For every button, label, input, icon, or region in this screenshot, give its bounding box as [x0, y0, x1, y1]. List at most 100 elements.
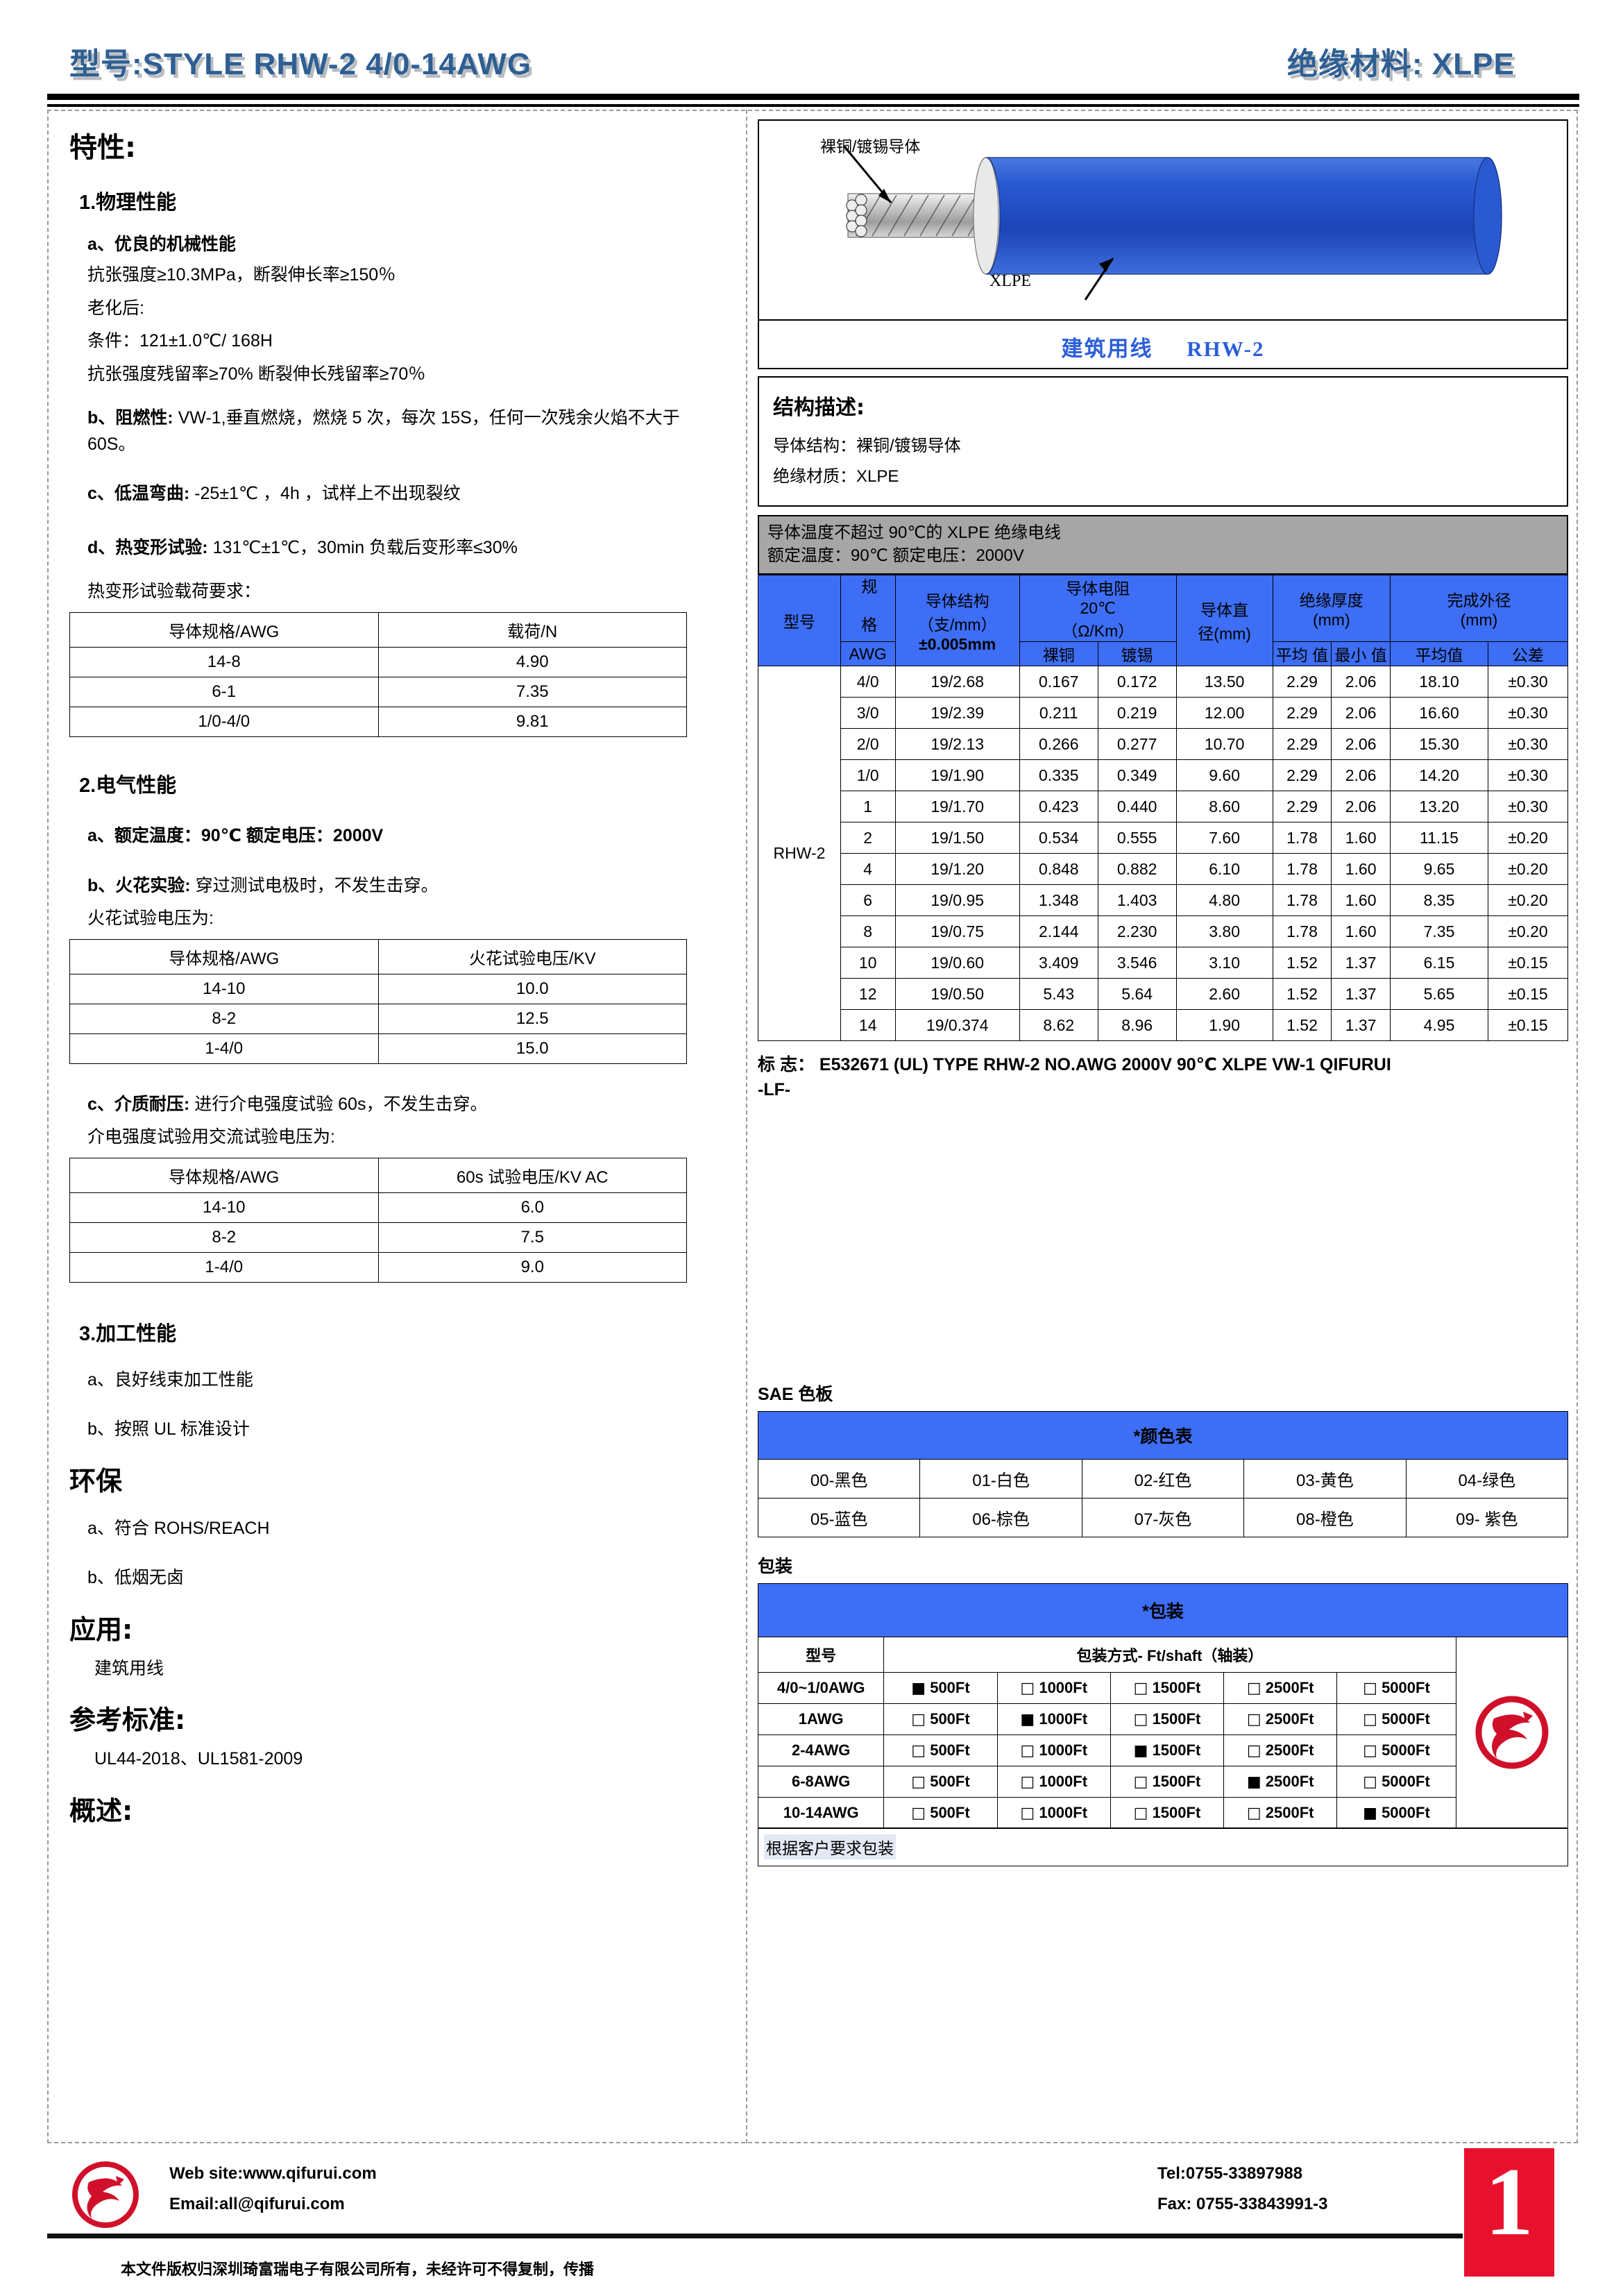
spec-cell-r6c3: 0.882 [1097, 853, 1177, 886]
checkbox-checked-icon[interactable]: ■ [1133, 1741, 1148, 1759]
packaging-option-r3c1[interactable]: □ 1000Ft [996, 1765, 1111, 1798]
spec-h-thick-l1: 绝缘厚度 [1299, 591, 1363, 610]
spec-cell-r9c7: 6.15 [1389, 947, 1489, 979]
packaging-option-r0c0[interactable]: ■ 500Ft [883, 1671, 998, 1704]
checkbox-checked-icon[interactable]: ■ [1246, 1773, 1261, 1791]
packaging-option-r0c3[interactable]: □ 2500Ft [1223, 1671, 1338, 1704]
packaging-model-3: 6-8AWG [757, 1765, 885, 1798]
packaging-option-r3c4[interactable]: □ 5000Ft [1336, 1765, 1456, 1798]
checkbox-unchecked-icon[interactable]: □ [1133, 1710, 1148, 1728]
checkbox-checked-icon[interactable]: ■ [911, 1679, 926, 1697]
packaging-option-r2c4[interactable]: □ 5000Ft [1336, 1734, 1456, 1766]
checkbox-unchecked-icon[interactable]: □ [1020, 1804, 1035, 1822]
checkbox-unchecked-icon[interactable]: □ [1133, 1804, 1148, 1822]
packaging-option-r3c2[interactable]: □ 1500Ft [1110, 1765, 1225, 1798]
reference-value: UL44-2018、UL1581-2009 [94, 1749, 303, 1769]
packaging-option-label: 2500Ft [1265, 1741, 1314, 1759]
footer-rule [47, 2234, 1463, 2238]
checkbox-unchecked-icon[interactable]: □ [1020, 1741, 1035, 1759]
spec-cell-r6c1: 19/1.20 [894, 853, 1020, 886]
spec-h-diameter: 导体直 径(mm) [1175, 575, 1273, 667]
checkbox-checked-icon[interactable]: ■ [1363, 1804, 1377, 1822]
sae-table-title: *颜色表 [758, 1410, 1568, 1460]
packaging-option-label: 1000Ft [1039, 1741, 1088, 1759]
packaging-option-r4c4[interactable]: ■ 5000Ft [1336, 1796, 1456, 1829]
spec-cell-r4c6: 2.06 [1331, 791, 1391, 823]
packaging-option-r4c3[interactable]: □ 2500Ft [1223, 1796, 1338, 1829]
section-reference-title: 参考标准: [69, 1705, 186, 1735]
table-row: 1/0-4/0 9.81 [69, 706, 687, 737]
spec-h-res-l3: （Ω/Km） [1062, 622, 1135, 641]
checkbox-unchecked-icon[interactable]: □ [1246, 1679, 1261, 1697]
checkbox-unchecked-icon[interactable]: □ [1363, 1679, 1377, 1697]
spec-cell-r1c3: 0.219 [1097, 697, 1177, 729]
packaging-option-r1c1[interactable]: ■ 1000Ft [996, 1703, 1111, 1735]
packaging-option-r4c1[interactable]: □ 1000Ft [996, 1796, 1111, 1829]
checkbox-unchecked-icon[interactable]: □ [911, 1741, 926, 1759]
packaging-option-r0c2[interactable]: □ 1500Ft [1110, 1671, 1225, 1704]
spec-cell-r3c6: 2.06 [1331, 759, 1391, 792]
packaging-option-r2c2[interactable]: ■ 1500Ft [1110, 1734, 1225, 1766]
spark-table-caption: 火花试验电压为: [87, 909, 214, 928]
table-row: 型号 规 格 导体结构 （支/mm） ±0.005mm 导体电阻 20℃ （Ω/… [758, 575, 1569, 667]
footer-website[interactable]: Web site:www.qifurui.com [169, 2164, 377, 2183]
spec-cell-r0c6: 2.06 [1331, 666, 1391, 698]
spec-cell-r0c3: 0.172 [1097, 666, 1177, 698]
spec-cell-r7c0: 6 [840, 884, 896, 917]
packaging-option-r2c0[interactable]: □ 500Ft [883, 1734, 998, 1766]
spec-cell-r11c8: ±0.15 [1488, 1009, 1568, 1042]
packaging-option-r1c0[interactable]: □ 500Ft [883, 1703, 998, 1735]
heat-r2c0: 1/0-4/0 [69, 706, 379, 737]
application-value: 建筑用线 [94, 1658, 164, 1678]
packaging-option-r2c3[interactable]: □ 2500Ft [1223, 1734, 1338, 1766]
sae-color-table: *颜色表 00-黑色 01-白色 02-红色 03-黄色 04-绿色 05-蓝色… [757, 1410, 1569, 1537]
checkbox-unchecked-icon[interactable]: □ [911, 1804, 926, 1822]
structure-insulation: 绝缘材质：XLPE [773, 467, 899, 486]
checkbox-unchecked-icon[interactable]: □ [1133, 1773, 1148, 1791]
physical-d: d、热变形试验: 131℃±1℃，30min 负载后变形率≤30% [87, 535, 729, 562]
checkbox-unchecked-icon[interactable]: □ [1246, 1741, 1261, 1759]
structure-conductor: 导体结构：裸铜/镀锡导体 [773, 437, 961, 455]
packaging-option-r4c0[interactable]: □ 500Ft [883, 1796, 998, 1829]
spec-cell-r10c3: 5.64 [1097, 978, 1177, 1011]
packaging-option-label: 500Ft [930, 1741, 970, 1759]
spec-cell-r2c3: 0.277 [1097, 728, 1177, 761]
packaging-option-r3c3[interactable]: ■ 2500Ft [1223, 1765, 1338, 1798]
footer-email[interactable]: Email:all@qifurui.com [169, 2195, 345, 2213]
packaging-note-table: 根据客户要求包装 [758, 1827, 1568, 1866]
packaging-option-r2c1[interactable]: □ 1000Ft [996, 1734, 1111, 1766]
packaging-option-r1c2[interactable]: □ 1500Ft [1110, 1703, 1225, 1735]
checkbox-unchecked-icon[interactable]: □ [1020, 1679, 1035, 1697]
checkbox-unchecked-icon[interactable]: □ [1246, 1710, 1261, 1728]
packaging-option-r4c2[interactable]: □ 1500Ft [1110, 1796, 1225, 1829]
checkbox-unchecked-icon[interactable]: □ [1246, 1804, 1261, 1822]
table-row: 05-蓝色 06-棕色 07-灰色 08-橙色 09- 紫色 [757, 1497, 1569, 1537]
spec-cell-r10c7: 5.65 [1389, 978, 1489, 1011]
packaging-option-r0c4[interactable]: □ 5000Ft [1336, 1671, 1456, 1704]
packaging-option-r1c3[interactable]: □ 2500Ft [1223, 1703, 1338, 1735]
spec-h-od-l2: (mm) [1460, 611, 1498, 630]
checkbox-unchecked-icon[interactable]: □ [1363, 1773, 1377, 1791]
spec-cell-r0c5: 2.29 [1272, 666, 1332, 698]
diel-r1c0: 8-2 [69, 1222, 379, 1253]
physical-a-line1: 抗张强度≥10.3MPa，断裂伸长率≥150％ [87, 265, 396, 285]
table-row: 14-8 4.90 [69, 646, 687, 677]
section-processing-title: 3.加工性能 [79, 1322, 177, 1345]
checkbox-unchecked-icon[interactable]: □ [911, 1710, 926, 1728]
checkbox-unchecked-icon[interactable]: □ [1363, 1710, 1377, 1728]
checkbox-checked-icon[interactable]: ■ [1020, 1710, 1035, 1728]
packaging-option-r0c1[interactable]: □ 1000Ft [996, 1671, 1111, 1704]
checkbox-unchecked-icon[interactable]: □ [1133, 1679, 1148, 1697]
spark-h2: 火花试验电压/KV [377, 938, 687, 974]
marking-line2: -LF- [758, 1080, 791, 1100]
checkbox-unchecked-icon[interactable]: □ [911, 1773, 926, 1791]
checkbox-unchecked-icon[interactable]: □ [1363, 1741, 1377, 1759]
checkbox-unchecked-icon[interactable]: □ [1020, 1773, 1035, 1791]
spec-cell-r3c8: ±0.30 [1488, 759, 1568, 792]
environment-b: b、低烟无卤 [87, 1568, 184, 1587]
packaging-option-r1c4[interactable]: □ 5000Ft [1336, 1703, 1456, 1735]
content-frame [47, 110, 1578, 2143]
packaging-option-r3c0[interactable]: □ 500Ft [883, 1765, 998, 1798]
table-row: *包装 [758, 1582, 1568, 1637]
spec-cell-r4c4: 8.60 [1175, 791, 1273, 823]
